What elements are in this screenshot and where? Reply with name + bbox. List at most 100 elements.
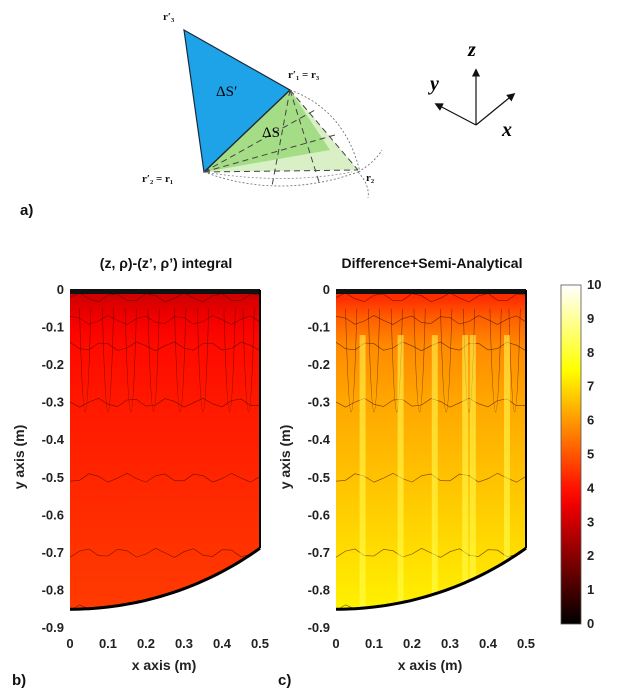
dotted-arc (289, 89, 361, 173)
y-tick-label: -0.2 (42, 357, 64, 372)
high-value-streak (504, 335, 510, 610)
colorbar-gradient (560, 284, 582, 625)
y-tick-label: -0.9 (42, 620, 64, 635)
dotted-arc (203, 171, 359, 187)
colorbar-tick-label: 5 (587, 447, 594, 462)
dashed-edge (289, 89, 321, 186)
axes-triad: z⃗ y⃗ x⃗ (428, 39, 528, 141)
y-tick-label: -0.7 (42, 545, 64, 560)
label-r1p-eq-r3: r′₁ = r₃ (288, 69, 320, 81)
dotted-arc (357, 149, 383, 173)
label-delta-s-prime: ΔS′ (216, 84, 237, 100)
x-tick-label: 0.4 (479, 636, 498, 651)
contour-line (70, 292, 260, 303)
contour-line (336, 292, 526, 303)
colorbar-tick-label: 6 (587, 413, 594, 428)
dashed-edge (203, 109, 316, 173)
panel-c-heatmap: 0 0.1 0.2 0.3 0.4 0.5 0 -0.1 -0.2 -0.3 -0.4 -0.5 -0.… (308, 282, 535, 651)
x-tick-label: 0 (332, 636, 339, 651)
boundary-arc (336, 546, 527, 611)
y-tick-label: -0.8 (42, 582, 64, 597)
y-tick-label: -0.3 (42, 395, 64, 410)
contour-line (70, 548, 260, 558)
edge-r1-r3 (203, 89, 291, 173)
dashed-edge (271, 89, 291, 187)
panel-b: (z, ρ)-(z’, ρ’) integral 0 0.1 0.2 0.3 0.4 0.… (11, 255, 269, 673)
y-axis-arrow (434, 103, 477, 126)
high-value-streak (359, 335, 366, 610)
contour-line (70, 397, 260, 408)
y-tick-label: -0.8 (308, 582, 330, 597)
contour-line (336, 548, 526, 558)
contour-line (336, 472, 526, 483)
label-delta-s: ΔS (262, 125, 280, 141)
contour-line (336, 397, 526, 408)
colorbar-tick-label: 0 (587, 616, 594, 631)
panel-label-b: b) (12, 672, 26, 689)
y-tick-label: 0 (323, 282, 330, 297)
panel-b-title: (z, ρ)-(z’, ρ’) integral (100, 255, 232, 271)
y-tick-label: -0.5 (308, 470, 330, 485)
x-tick-label: 0.5 (251, 636, 269, 651)
panel-c: Difference+Semi-Analytical 0 0.1 0.2 0.3 0.4… (277, 255, 535, 673)
contour-line (336, 341, 526, 352)
x-axis-arrow (475, 92, 516, 126)
contour-line (70, 341, 260, 352)
panel-b-heatmap: 0 0.1 0.2 0.3 0.4 0.5 0 -0.1 -0.2 -0.3 -0.4 -0.5 -0.… (42, 282, 269, 651)
colorbar-tick-label: 4 (587, 480, 595, 495)
contour-line (70, 472, 260, 483)
y-tick-label: -0.4 (308, 432, 331, 447)
label-r2: r₂ (366, 172, 375, 184)
panel-b-ylabel: y axis (m) (11, 425, 27, 490)
top-boundary (336, 289, 526, 294)
x-tick-label: 0.2 (137, 636, 155, 651)
triangle-diagram: ΔS′ ΔS r′₃ r′₁ = r₃ r′₂ = r₁ r₂ (142, 11, 383, 199)
y-tick-label: -0.5 (42, 470, 64, 485)
y-tick-label: -0.9 (308, 620, 330, 635)
panel-b-xlabel: x axis (m) (132, 657, 197, 673)
x-tick-label: 0.4 (213, 636, 232, 651)
y-tick-label: -0.7 (308, 545, 330, 560)
triangle-delta-s (204, 90, 330, 172)
label-r3-prime: r′₃ (163, 11, 175, 23)
x-tick-label: 0 (66, 636, 73, 651)
y-tick-label: -0.6 (42, 507, 64, 522)
y-tick-label: -0.2 (308, 357, 330, 372)
colorbar-tick-label: 2 (587, 548, 594, 563)
z-axis-label: z⃗ (467, 39, 491, 61)
colorbar-tick-label: 10 (587, 277, 601, 292)
high-value-streak (462, 335, 469, 610)
boundary-arc (70, 546, 261, 611)
colorbar-tick-label: 9 (587, 311, 594, 326)
contour-line (70, 315, 260, 325)
y-tick-label: -0.1 (42, 320, 64, 335)
heatmap-fill (70, 290, 260, 610)
y-tick-label: -0.3 (308, 395, 330, 410)
contour-line (336, 315, 526, 325)
colorbar-tick-label: 1 (587, 582, 594, 597)
dotted-arc (203, 171, 353, 179)
panel-c-title: Difference+Semi-Analytical (342, 255, 523, 271)
x-tick-label: 0.5 (517, 636, 535, 651)
dashed-edge (203, 169, 359, 173)
y-tick-label: -0.4 (42, 432, 65, 447)
panel-label-a: a) (20, 202, 33, 219)
x-tick-label: 0.1 (99, 636, 117, 651)
high-value-streak (397, 335, 404, 610)
y-tick-label: -0.1 (308, 320, 330, 335)
panel-c-ylabel: y axis (m) (277, 425, 293, 490)
x-tick-label: 0.1 (365, 636, 383, 651)
y-tick-label: 0 (57, 282, 64, 297)
y-axis-label: y⃗ (428, 73, 454, 95)
colorbar: 0 1 2 3 4 5 6 7 8 9 10 (560, 277, 601, 631)
panel-label-c: c) (278, 672, 291, 689)
label-r2p-eq-r1: r′₂ = r₁ (142, 173, 173, 185)
colorbar-tick-label: 3 (587, 514, 594, 529)
high-value-streak (469, 335, 476, 610)
colorbar-tick-label: 8 (587, 345, 594, 360)
x-axis-label: x⃗ (501, 119, 528, 141)
high-value-streak (431, 335, 438, 610)
dashed-edge (289, 89, 359, 171)
x-tick-label: 0.3 (441, 636, 459, 651)
